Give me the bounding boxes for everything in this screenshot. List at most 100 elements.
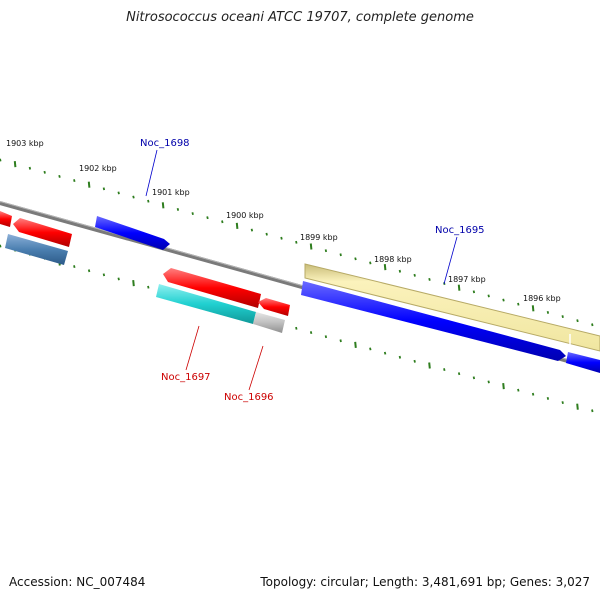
minor-tick [369, 347, 372, 351]
feature-left-edge-red[interactable] [0, 211, 12, 227]
minor-tick [43, 170, 46, 174]
feature-left-red[interactable] [13, 218, 72, 247]
major-tick [87, 181, 91, 188]
minor-tick [354, 257, 357, 261]
label-noc-1697[interactable]: Noc_1697 [161, 372, 211, 383]
scale-label: 1898 kbp [374, 255, 412, 264]
leader-noc-1695 [443, 236, 458, 285]
feature-noc-1697-red[interactable] [163, 268, 261, 308]
major-tick [457, 284, 461, 291]
page-title: Nitrosococcus oceani ATCC 19707, complet… [126, 10, 474, 25]
feature-noc-1697[interactable] [156, 284, 256, 324]
major-tick [428, 362, 431, 369]
inner-tick-row [0, 244, 594, 413]
minor-tick [517, 388, 520, 392]
leader-noc-1698 [145, 149, 158, 197]
feature-trna[interactable] [5, 234, 68, 265]
minor-tick [58, 174, 61, 178]
feature-noc-1698[interactable] [95, 216, 170, 250]
minor-tick [398, 355, 402, 359]
minor-tick [517, 302, 520, 306]
minor-tick [265, 232, 268, 236]
minor-tick [280, 236, 283, 240]
feature-noc-1695[interactable] [301, 281, 566, 361]
minor-tick [0, 158, 2, 162]
minor-tick [176, 207, 180, 211]
minor-tick [398, 269, 402, 273]
minor-tick [487, 294, 490, 298]
feature-noc-1696-red[interactable] [258, 298, 290, 316]
outer-tick-row [0, 158, 594, 327]
minor-tick [221, 220, 224, 224]
minor-tick [413, 359, 416, 363]
label-noc-1696[interactable]: Noc_1696 [224, 392, 274, 403]
minor-tick [295, 326, 298, 330]
minor-tick [0, 244, 2, 248]
major-tick [132, 280, 135, 287]
minor-tick [250, 228, 254, 232]
minor-tick [561, 315, 564, 319]
scale-label: 1896 kbp [523, 294, 561, 303]
minor-tick [191, 212, 194, 216]
minor-tick [206, 216, 209, 220]
minor-tick [591, 409, 594, 413]
genome-stats-text: Topology: circular; Length: 3,481,691 bp… [260, 575, 590, 589]
minor-tick [502, 298, 505, 302]
major-tick [502, 383, 505, 390]
minor-tick [102, 273, 106, 277]
minor-tick [132, 195, 135, 199]
minor-tick [472, 376, 476, 380]
minor-tick [561, 401, 564, 405]
scale-label: 1903 kbp [6, 139, 44, 148]
minor-tick [531, 392, 535, 396]
minor-tick [147, 285, 150, 289]
feature-noc-1695-region[interactable] [304, 263, 600, 352]
leader-noc-1696 [248, 345, 264, 391]
leader-noc-1697 [185, 325, 200, 371]
scale-label: 1897 kbp [448, 275, 486, 284]
minor-tick [117, 277, 120, 281]
minor-tick [73, 179, 76, 183]
minor-tick [309, 331, 313, 335]
feature-next-forward[interactable] [566, 352, 600, 373]
label-noc-1698[interactable]: Noc_1698 [140, 138, 190, 149]
minor-tick [546, 310, 550, 314]
major-tick [161, 202, 165, 209]
minor-tick [324, 249, 328, 253]
minor-tick [457, 372, 461, 376]
feature-noc-1696[interactable] [253, 312, 285, 333]
minor-tick [576, 319, 579, 323]
minor-tick [383, 351, 387, 355]
major-tick [383, 264, 387, 271]
minor-tick [28, 166, 32, 170]
minor-tick [339, 339, 342, 343]
scale-labels: 1903 kbp 1902 kbp 1901 kbp 1900 kbp 1899… [6, 139, 561, 303]
minor-tick [87, 269, 91, 273]
minor-tick [487, 380, 490, 384]
minor-tick [324, 335, 328, 339]
minor-tick [339, 253, 342, 257]
scale-label: 1900 kbp [226, 211, 264, 220]
scale-label: 1899 kbp [300, 233, 338, 242]
major-tick [235, 222, 239, 229]
minor-tick [102, 187, 106, 191]
scale-label: 1902 kbp [79, 164, 117, 173]
major-tick [309, 243, 313, 250]
minor-tick [295, 240, 298, 244]
accession-text: Accession: NC_007484 [9, 575, 146, 589]
minor-tick [546, 396, 550, 400]
scale-label: 1901 kbp [152, 188, 190, 197]
minor-tick [147, 199, 150, 203]
major-tick [531, 305, 535, 312]
major-tick [13, 161, 17, 168]
minor-tick [591, 323, 594, 327]
label-noc-1695[interactable]: Noc_1695 [435, 225, 485, 236]
minor-tick [443, 368, 446, 372]
minor-tick [73, 265, 76, 269]
minor-tick [117, 191, 120, 195]
minor-tick [413, 273, 416, 277]
minor-tick [428, 277, 431, 281]
major-tick [354, 341, 357, 348]
minor-tick [369, 261, 372, 265]
